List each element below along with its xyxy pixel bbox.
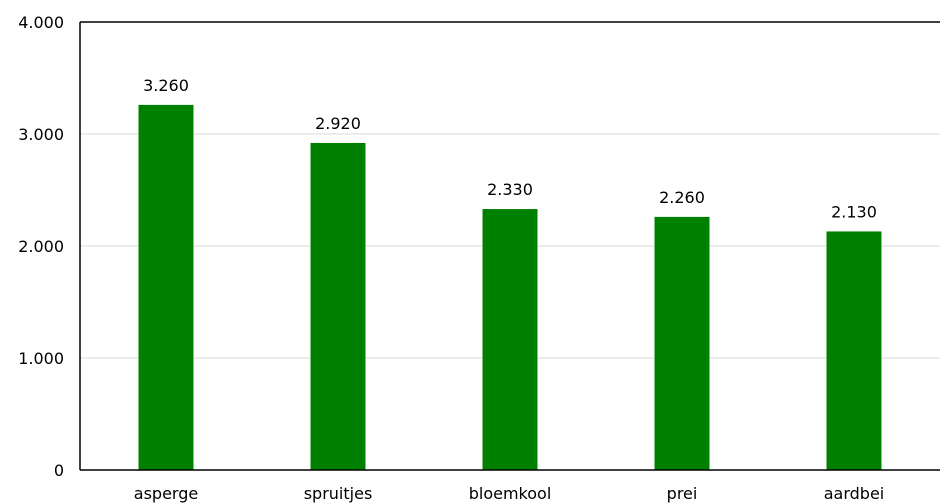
y-tick-label: 4.000 bbox=[18, 13, 64, 32]
x-tick-label-asperge: asperge bbox=[134, 484, 198, 503]
y-tick-label: 3.000 bbox=[18, 125, 64, 144]
bar-aardbei bbox=[826, 231, 882, 470]
y-tick-label: 2.000 bbox=[18, 237, 64, 256]
bar-asperge bbox=[138, 104, 194, 470]
x-tick-label-spruitjes: spruitjes bbox=[304, 484, 373, 503]
data-label-bloemkool: 2.330 bbox=[487, 180, 533, 199]
bar-prei bbox=[654, 216, 710, 470]
axes bbox=[79, 21, 940, 471]
y-tick-label: 1.000 bbox=[18, 349, 64, 368]
data-labels: 3.260 2.920 2.330 2.260 2.130 bbox=[143, 76, 877, 222]
data-label-prei: 2.260 bbox=[659, 188, 705, 207]
x-tick-labels: asperge spruitjes bloemkool prei aardbei bbox=[134, 484, 884, 503]
bar-spruitjes bbox=[310, 142, 366, 470]
x-tick-label-prei: prei bbox=[667, 484, 698, 503]
bars bbox=[138, 104, 882, 471]
data-label-asperge: 3.260 bbox=[143, 76, 189, 95]
bar-bloemkool bbox=[482, 209, 538, 471]
data-label-spruitjes: 2.920 bbox=[315, 114, 361, 133]
x-tick-label-aardbei: aardbei bbox=[824, 484, 885, 503]
x-tick-label-bloemkool: bloemkool bbox=[469, 484, 552, 503]
y-tick-labels: 0 1.000 2.000 3.000 4.000 bbox=[18, 13, 64, 480]
data-label-aardbei: 2.130 bbox=[831, 202, 877, 221]
y-tick-label: 0 bbox=[54, 461, 64, 480]
